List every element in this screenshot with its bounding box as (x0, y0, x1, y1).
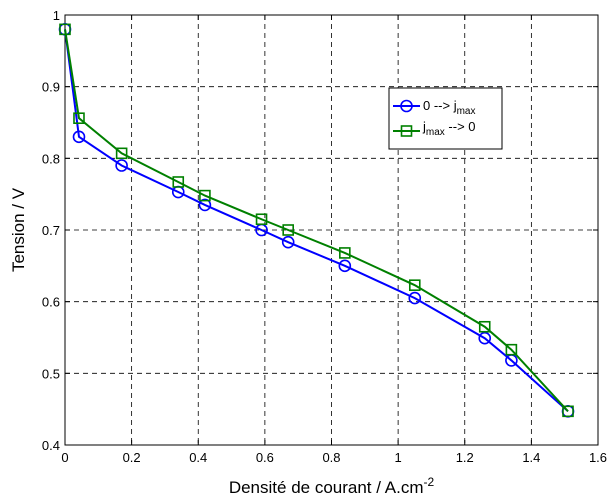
x-tick-label: 0.8 (322, 450, 340, 465)
data-point (281, 235, 295, 249)
data-point (282, 224, 294, 236)
y-tick-label: 0.4 (42, 438, 60, 453)
x-tick-label: 1.4 (522, 450, 540, 465)
data-point (478, 331, 492, 345)
x-axis-ticks: 0 0.2 0.4 0.6 0.8 1 1.2 1.4 1.6 (61, 15, 607, 465)
x-tick-label: 0.2 (123, 450, 141, 465)
series-layer (58, 23, 575, 418)
data-point (478, 320, 491, 333)
x-tick-label: 0 (61, 450, 68, 465)
legend-box (388, 87, 503, 150)
data-point (115, 159, 128, 172)
legend: 0 --> jmax jmax --> 0 (388, 87, 503, 150)
legend-label-series-2: jmax --> 0 (422, 119, 476, 138)
data-point (59, 23, 71, 36)
data-point (505, 343, 518, 356)
data-point (198, 198, 212, 212)
legend-entry-series-1: 0 --> jmax (393, 98, 476, 117)
legend-marker-series-2 (400, 125, 413, 137)
series-2 (59, 23, 574, 418)
data-point (408, 291, 422, 305)
legend-entry-series-2: jmax --> 0 (393, 119, 476, 138)
x-tick-label: 0.6 (256, 450, 274, 465)
data-point (338, 259, 352, 273)
data-point (199, 189, 211, 202)
x-axis-label: Densité de courant / A.cm-2 (229, 475, 435, 497)
y-tick-label: 0.9 (42, 80, 60, 95)
grid-lines (65, 15, 598, 445)
data-point (172, 176, 185, 188)
y-axis-label: Tension / V (9, 187, 28, 272)
y-tick-label: 0.8 (42, 151, 60, 166)
data-point (408, 279, 421, 291)
data-point (72, 130, 86, 144)
y-tick-label: 0.7 (42, 223, 60, 238)
x-tick-label: 1 (395, 450, 402, 465)
data-point (339, 247, 351, 259)
data-point (73, 112, 85, 124)
data-point (255, 213, 268, 226)
legend-marker-series-1 (400, 99, 413, 113)
data-point (562, 405, 574, 418)
data-point (115, 147, 128, 160)
y-axis-ticks: 0.4 0.5 0.6 0.7 0.8 0.9 1 (42, 8, 598, 453)
x-tick-label: 1.6 (589, 450, 607, 465)
x-tick-label: 0.4 (189, 450, 207, 465)
y-tick-label: 0.5 (42, 366, 60, 381)
x-tick-label: 1.2 (456, 450, 474, 465)
legend-label-series-1: 0 --> jmax (423, 98, 476, 117)
y-tick-label: 0.6 (42, 295, 60, 310)
y-tick-label: 1 (53, 8, 60, 23)
